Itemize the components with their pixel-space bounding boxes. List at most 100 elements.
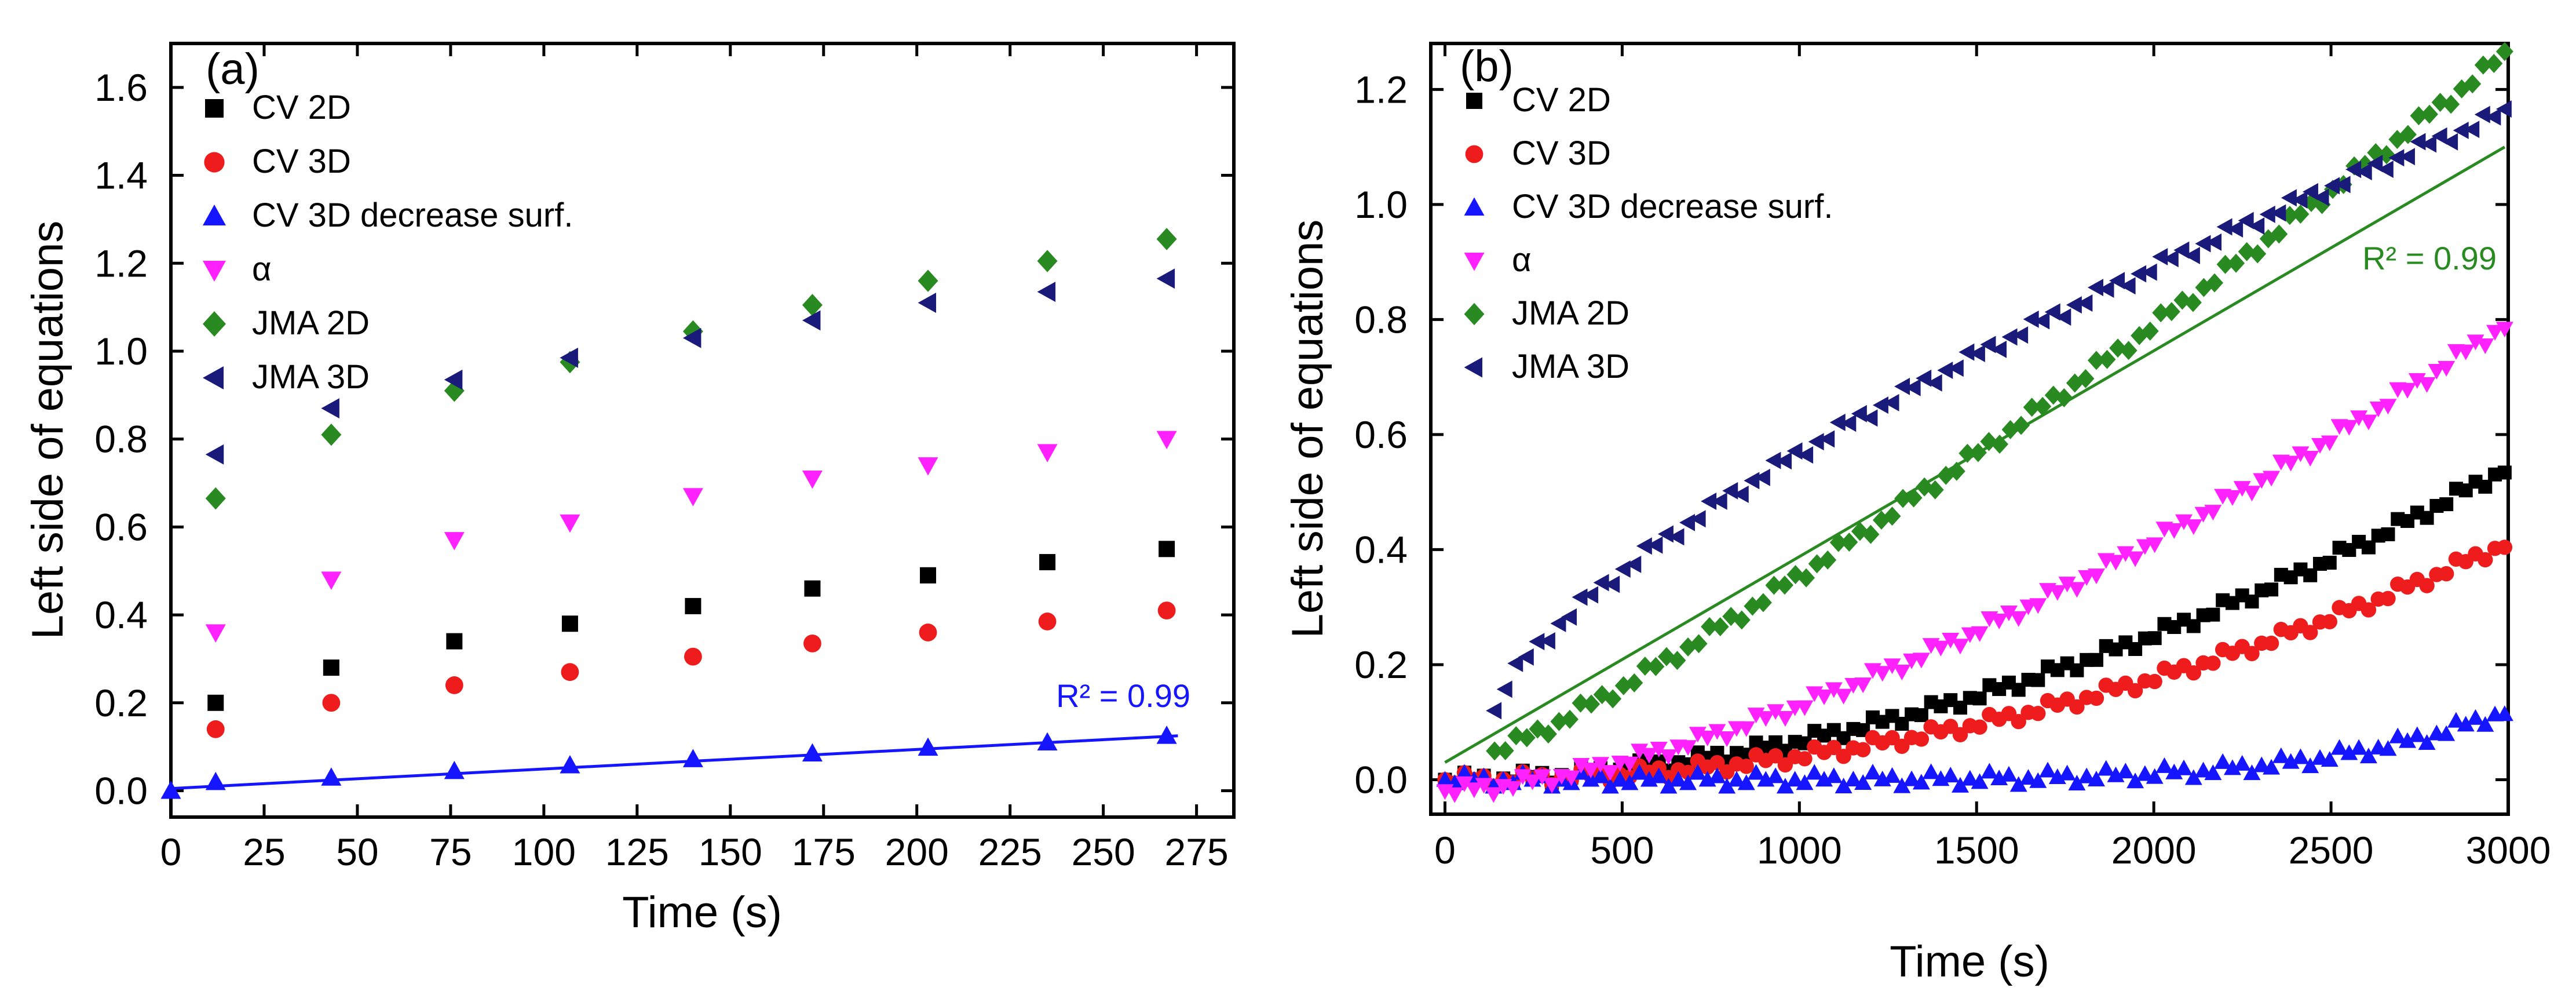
- point-alpha: [2379, 399, 2397, 415]
- point-jma-3d: [2131, 265, 2147, 283]
- point-cv-3d: [2303, 625, 2318, 640]
- y-tick-label: 1.2: [1354, 68, 1408, 111]
- point-alpha: [2486, 325, 2504, 341]
- legend-marker-alpha: [203, 261, 226, 282]
- point-jma-2d: [2495, 42, 2513, 61]
- point-jma-2d: [1539, 724, 1557, 744]
- point-alpha: [1737, 721, 1755, 737]
- point-alpha: [2117, 546, 2135, 562]
- point-alpha: [2457, 344, 2475, 360]
- point-jma-2d: [2238, 242, 2256, 261]
- point-jma-3d: [2238, 212, 2254, 229]
- point-cv-3d-decrease-surf: [1650, 767, 1668, 783]
- point-jma-2d: [2184, 293, 2202, 312]
- point-jma-3d: [1991, 340, 2007, 358]
- y-tick-label: 0.2: [1354, 643, 1408, 686]
- point-jma-2d: [1701, 617, 1719, 636]
- point-cv-2d: [2381, 527, 2395, 541]
- point-jma-2d: [1572, 693, 1590, 713]
- point-jma-3d: [1947, 359, 1964, 377]
- point-cv-2d: [920, 567, 937, 584]
- point-jma-2d: [918, 269, 938, 292]
- point-alpha: [2058, 577, 2076, 593]
- point-cv-3d-decrease-surf: [560, 755, 580, 774]
- point-jma-3d: [2195, 235, 2211, 253]
- point-cv-3d: [2186, 665, 2202, 681]
- point-jma-3d: [1926, 374, 1942, 392]
- point-cv-3d: [803, 634, 821, 653]
- point-alpha: [2418, 377, 2436, 393]
- legend-marker-jma-3d: [1464, 357, 1482, 378]
- point-cv-3d-decrease-surf: [1156, 726, 1177, 744]
- point-alpha: [1660, 749, 1678, 766]
- point-cv-3d-decrease-surf: [2399, 732, 2417, 748]
- legend-marker-cv-3d: [204, 152, 225, 173]
- point-jma-2d: [2152, 303, 2170, 323]
- legend-label-jma-3d: JMA 3D: [252, 358, 370, 396]
- point-cv-3d-decrease-surf: [2165, 763, 2183, 779]
- point-cv-3d-decrease-surf: [1718, 778, 1736, 794]
- point-cv-3d-decrease-surf: [2495, 705, 2513, 721]
- point-jma-3d: [1550, 614, 1566, 632]
- point-jma-3d: [1701, 493, 1717, 511]
- point-alpha: [2301, 451, 2319, 467]
- legend-label-cv-3d: CV 3D: [1512, 134, 1611, 172]
- legend-label-jma-2d: JMA 2D: [252, 304, 370, 342]
- point-cv-3d-decrease-surf: [1981, 763, 1998, 779]
- point-cv-3d: [322, 694, 341, 712]
- point-alpha: [1942, 633, 1960, 649]
- point-alpha: [2253, 473, 2271, 489]
- point-cv-2d: [804, 580, 821, 597]
- x-tick-label: 3000: [2466, 829, 2551, 872]
- panel-a-r2-label: R² = 0.99: [1056, 677, 1190, 714]
- point-jma-3d: [1690, 510, 1706, 528]
- point-cv-3d: [1913, 731, 1930, 747]
- point-cv-3d: [2322, 614, 2337, 630]
- point-alpha: [2048, 585, 2066, 601]
- y-tick-label: 0.0: [94, 769, 148, 812]
- point-jma-3d: [1711, 492, 1727, 510]
- point-jma-2d: [2464, 74, 2482, 94]
- point-jma-3d: [1969, 344, 1985, 362]
- point-cv-3d-decrease-surf: [2068, 775, 2086, 791]
- point-jma-2d: [2485, 54, 2503, 74]
- point-cv-3d-decrease-surf: [2321, 751, 2339, 767]
- point-cv-3d: [1767, 748, 1784, 764]
- point-cv-3d-decrease-surf: [2175, 759, 2193, 775]
- panel-b-y-axis-title: Left side of equations: [1283, 220, 1332, 639]
- point-alpha: [1990, 613, 2008, 629]
- point-cv-3d: [561, 663, 579, 681]
- point-jma-3d: [1679, 513, 1696, 531]
- point-jma-2d: [1604, 689, 1622, 709]
- point-jma-2d: [1797, 568, 1815, 588]
- point-jma-3d: [1894, 377, 1910, 395]
- point-jma-3d: [2259, 205, 2275, 223]
- y-tick-label: 0.6: [94, 505, 148, 548]
- point-alpha: [1796, 700, 1814, 716]
- point-cv-3d: [2380, 591, 2396, 607]
- y-tick-label: 1.4: [94, 154, 148, 197]
- point-cv-3d-decrease-surf: [802, 743, 823, 762]
- x-tick-label: 125: [605, 830, 669, 873]
- point-jma-2d: [1733, 610, 1751, 630]
- point-alpha: [2340, 420, 2358, 436]
- point-jma-3d: [2087, 279, 2103, 297]
- point-jma-2d: [2034, 396, 2052, 416]
- panel-a-fit: [170, 734, 1178, 790]
- point-jma-2d: [1496, 741, 1514, 760]
- point-alpha: [2175, 514, 2193, 530]
- point-jma-2d: [1840, 532, 1858, 552]
- point-jma-3d: [682, 327, 701, 348]
- point-jma-3d: [2227, 220, 2244, 238]
- point-cv-2d: [685, 597, 701, 614]
- point-alpha: [560, 514, 580, 533]
- point-jma-3d: [2249, 217, 2265, 235]
- point-alpha: [1631, 743, 1649, 760]
- point-cv-3d: [1894, 738, 1910, 755]
- point-jma-2d: [802, 294, 823, 316]
- point-alpha: [2068, 582, 2086, 598]
- point-jma-3d: [2109, 272, 2125, 290]
- panel-a-x-axis-title: Time (s): [622, 888, 782, 937]
- point-cv-3d: [1038, 613, 1057, 630]
- panel-a-points: [160, 228, 1177, 799]
